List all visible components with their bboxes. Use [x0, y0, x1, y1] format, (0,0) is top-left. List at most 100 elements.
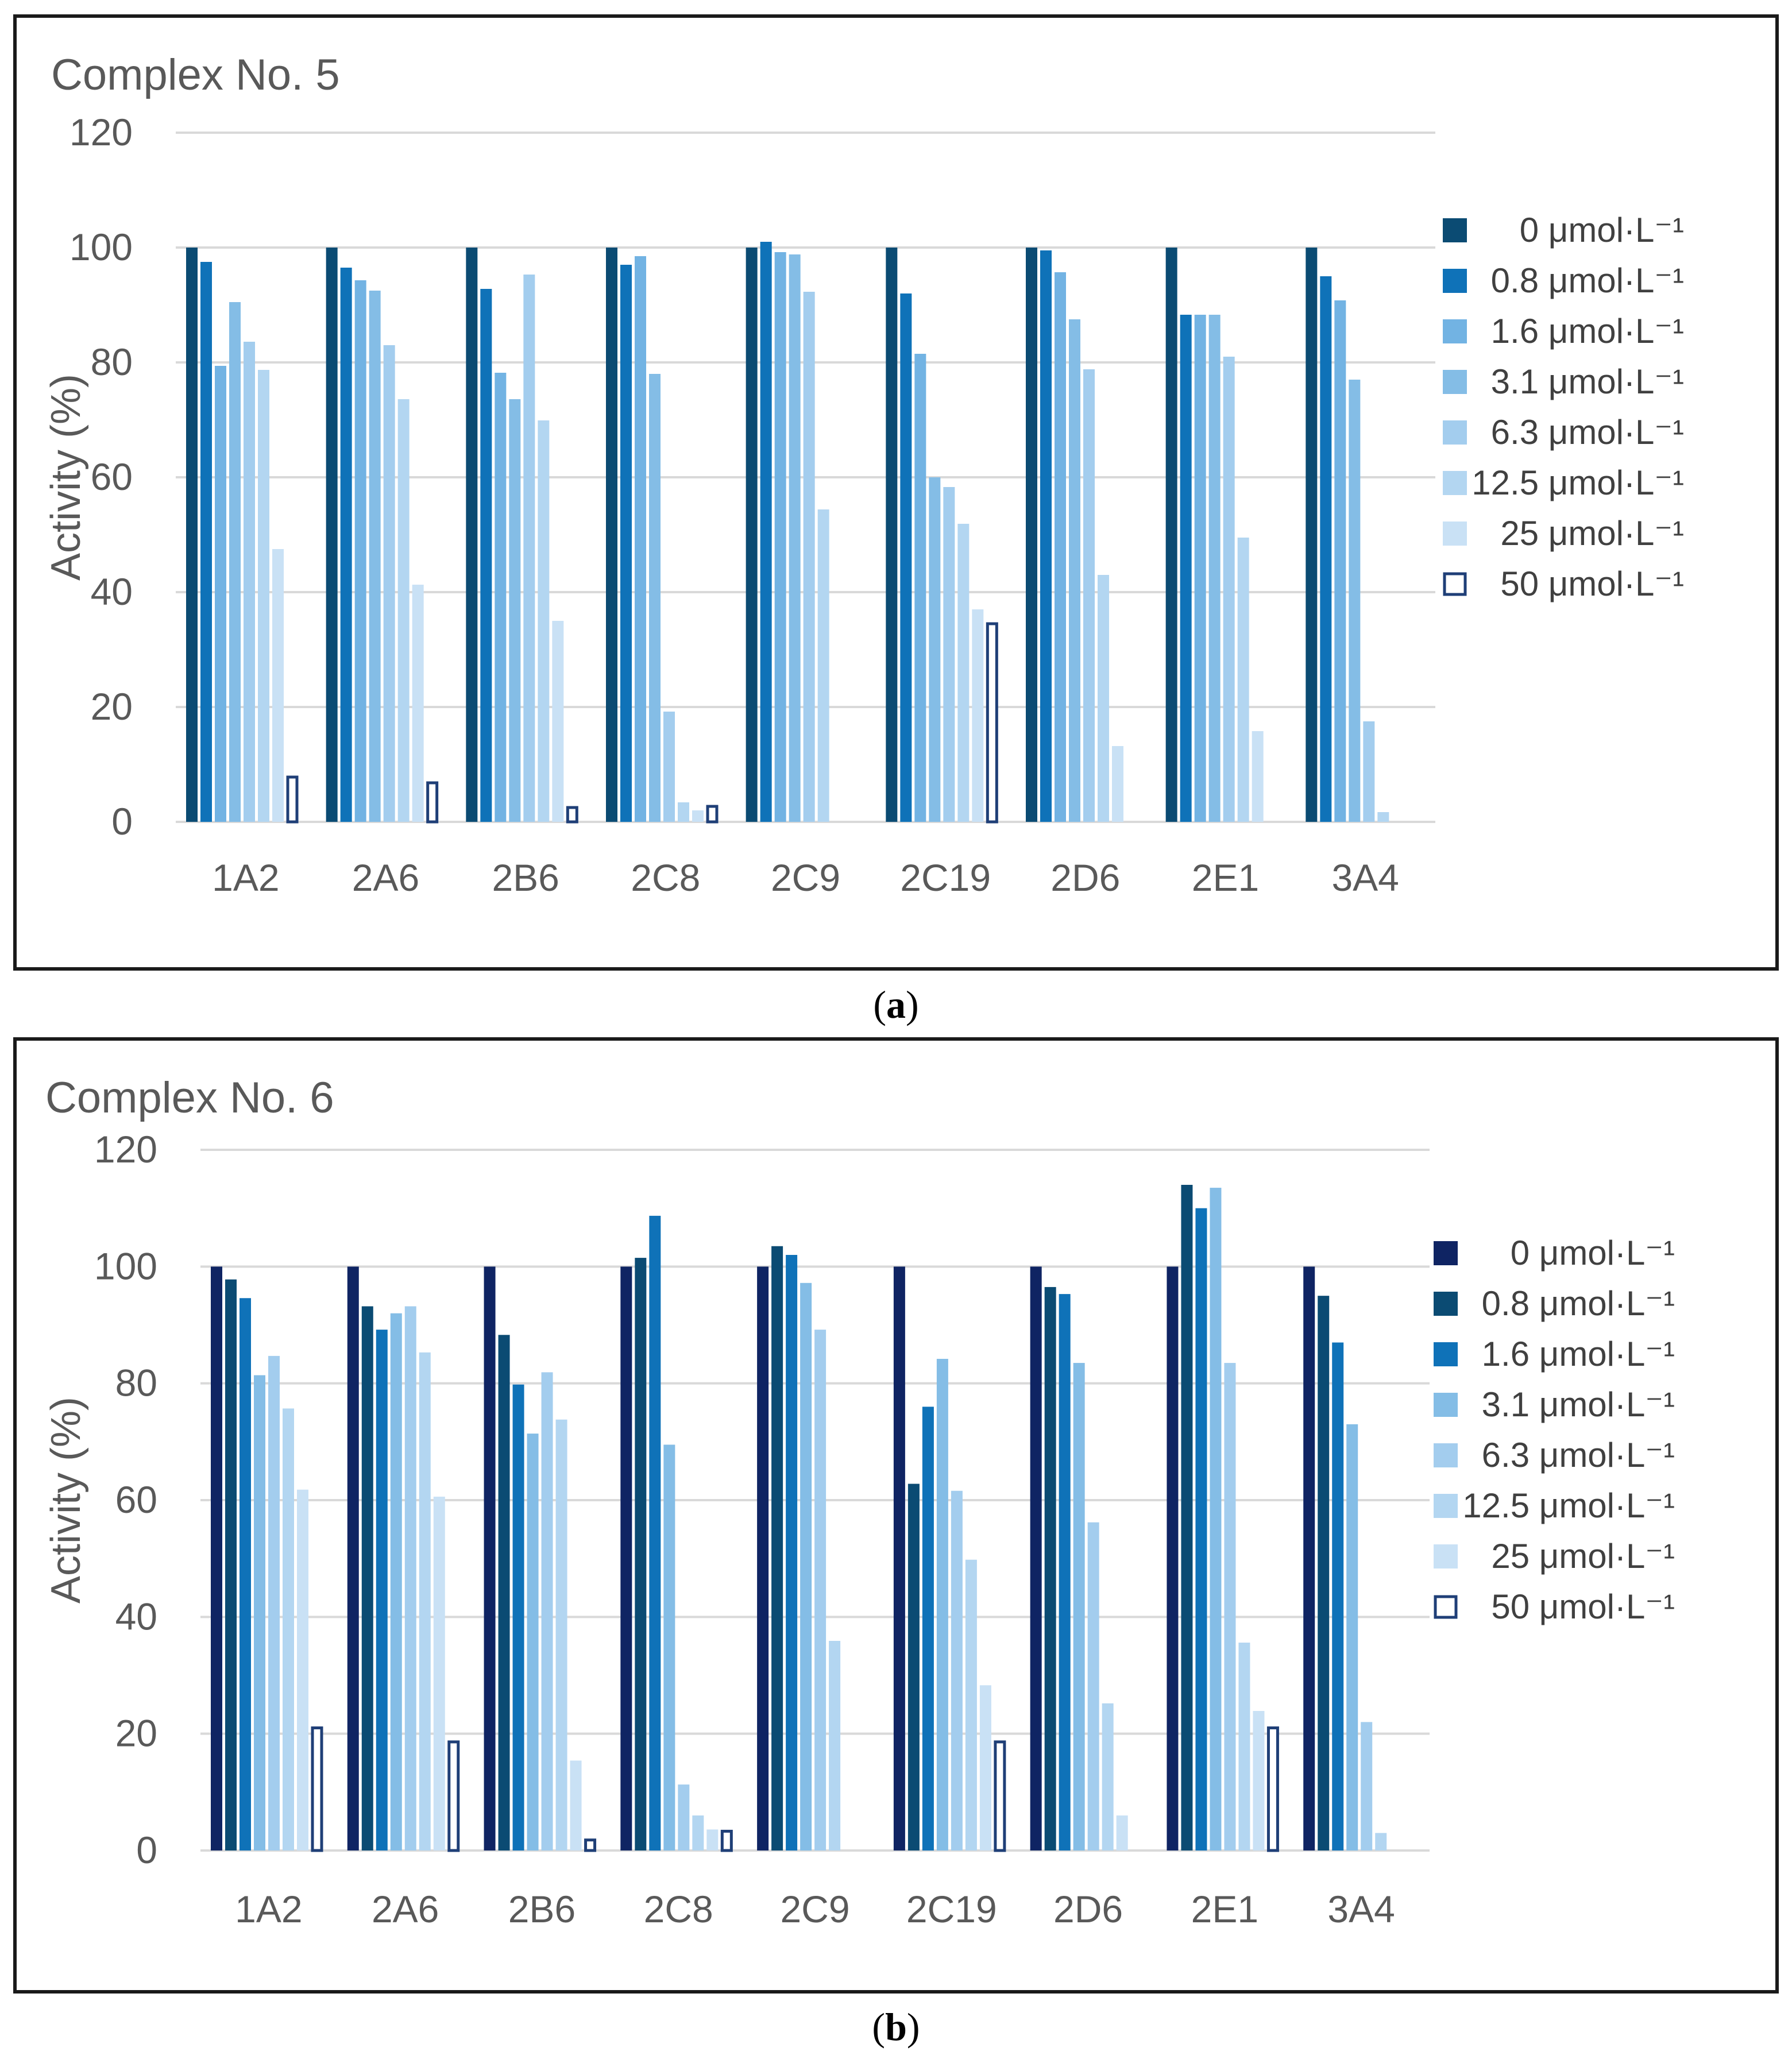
bar [786, 1255, 798, 1850]
bar [771, 1246, 783, 1850]
bar [1318, 1296, 1330, 1850]
bar [649, 374, 661, 822]
x-tick-label: 2C8 [644, 1888, 713, 1930]
bar [447, 1740, 460, 1852]
bar [1030, 1266, 1042, 1850]
bar [1332, 1342, 1344, 1850]
bar [957, 524, 970, 822]
legend-label: 3.1 μmol·L⁻¹ [1482, 1385, 1675, 1424]
bar [907, 1483, 920, 1850]
y-tick-label: 40 [91, 570, 133, 613]
bar [1334, 300, 1346, 822]
bar [886, 248, 898, 822]
bar [1026, 248, 1037, 822]
bar [678, 802, 689, 822]
legend-label: 12.5 μmol·L⁻¹ [1472, 463, 1684, 502]
bar [272, 549, 284, 822]
bar [979, 1685, 991, 1850]
bar [433, 1496, 445, 1850]
legend-label: 6.3 μmol·L⁻¹ [1482, 1436, 1675, 1474]
bar [1238, 1643, 1250, 1850]
bar [286, 775, 299, 824]
bar [1055, 272, 1066, 822]
x-tick-label: 2B6 [492, 856, 559, 899]
bar [1069, 319, 1080, 822]
legend-label: 1.6 μmol·L⁻¹ [1491, 312, 1684, 350]
bar [419, 1352, 431, 1850]
bar [225, 1279, 237, 1850]
bar [1098, 575, 1109, 822]
bar [706, 805, 719, 824]
x-tick-label: 2B6 [508, 1888, 576, 1930]
bar [620, 1266, 632, 1850]
bar [893, 1266, 905, 1850]
bar [552, 621, 564, 822]
legend-swatch [1434, 1595, 1458, 1619]
bar [1059, 1294, 1071, 1850]
bar [390, 1313, 402, 1850]
bar [1346, 1424, 1358, 1850]
bar [1253, 1711, 1265, 1850]
bar [509, 399, 521, 822]
bar [1237, 538, 1249, 822]
bar [584, 1838, 597, 1852]
bar [606, 248, 617, 822]
bar [297, 1489, 308, 1850]
bar [200, 262, 212, 822]
y-tick-label: 0 [111, 800, 133, 843]
bar [663, 1444, 675, 1850]
bar [404, 1306, 416, 1850]
bar [789, 254, 801, 822]
y-tick-label: 100 [94, 1245, 157, 1287]
bar [1181, 1185, 1193, 1850]
bar [211, 1266, 222, 1850]
bar [663, 712, 675, 822]
bar [1223, 357, 1235, 822]
bar [229, 302, 241, 822]
bar [254, 1375, 265, 1850]
bar [692, 1815, 704, 1850]
legend-label: 25 μmol·L⁻¹ [1500, 514, 1684, 553]
bar [943, 487, 955, 822]
bar [1210, 1188, 1222, 1850]
bar [1167, 1266, 1179, 1850]
legend-label: 3.1 μmol·L⁻¹ [1491, 362, 1684, 401]
legend-swatch [1443, 319, 1467, 343]
bar [1266, 1726, 1279, 1852]
bar [817, 509, 829, 822]
bar [720, 1829, 733, 1852]
legend-swatch [1434, 1544, 1458, 1569]
x-tick-label: 3A4 [1331, 856, 1399, 899]
bar [466, 248, 478, 822]
bar [361, 1306, 373, 1850]
legend-swatch [1443, 218, 1467, 242]
bar [1306, 248, 1318, 822]
bar [244, 342, 255, 822]
legend-label: 50 μmol·L⁻¹ [1491, 1587, 1675, 1626]
bar [376, 1330, 388, 1850]
legend-swatch [1443, 521, 1467, 546]
legend-label: 0 μmol·L⁻¹ [1511, 1234, 1675, 1272]
bar [495, 373, 507, 822]
bar [803, 292, 815, 822]
y-axis-label: Activity (%) [43, 1397, 89, 1604]
bar [746, 248, 758, 822]
y-tick-label: 20 [91, 685, 133, 728]
bar [692, 810, 704, 822]
chart-b-svg: Complex No. 6 0 20 40 60 80 100 120 Activity (%)… [43, 1073, 1675, 1930]
bar [678, 1784, 690, 1850]
bar [1320, 276, 1332, 822]
bar [706, 1829, 719, 1850]
bar [972, 609, 984, 822]
bar [914, 354, 926, 822]
x-tick-label: 3A4 [1327, 1888, 1395, 1930]
bar [215, 366, 226, 822]
legend-swatch [1443, 420, 1467, 445]
bar [555, 1419, 567, 1850]
y-tick-label: 20 [115, 1712, 157, 1755]
bar [1195, 1208, 1207, 1850]
bar [649, 1215, 661, 1850]
bar [1194, 315, 1206, 822]
y-tick-label: 80 [91, 341, 133, 383]
bar [541, 1372, 553, 1850]
